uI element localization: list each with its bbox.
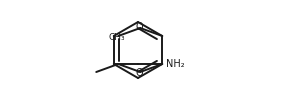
Text: O: O	[136, 68, 143, 78]
Text: CH₃: CH₃	[109, 32, 126, 42]
Text: NH₂: NH₂	[166, 59, 185, 69]
Text: O: O	[136, 22, 143, 32]
